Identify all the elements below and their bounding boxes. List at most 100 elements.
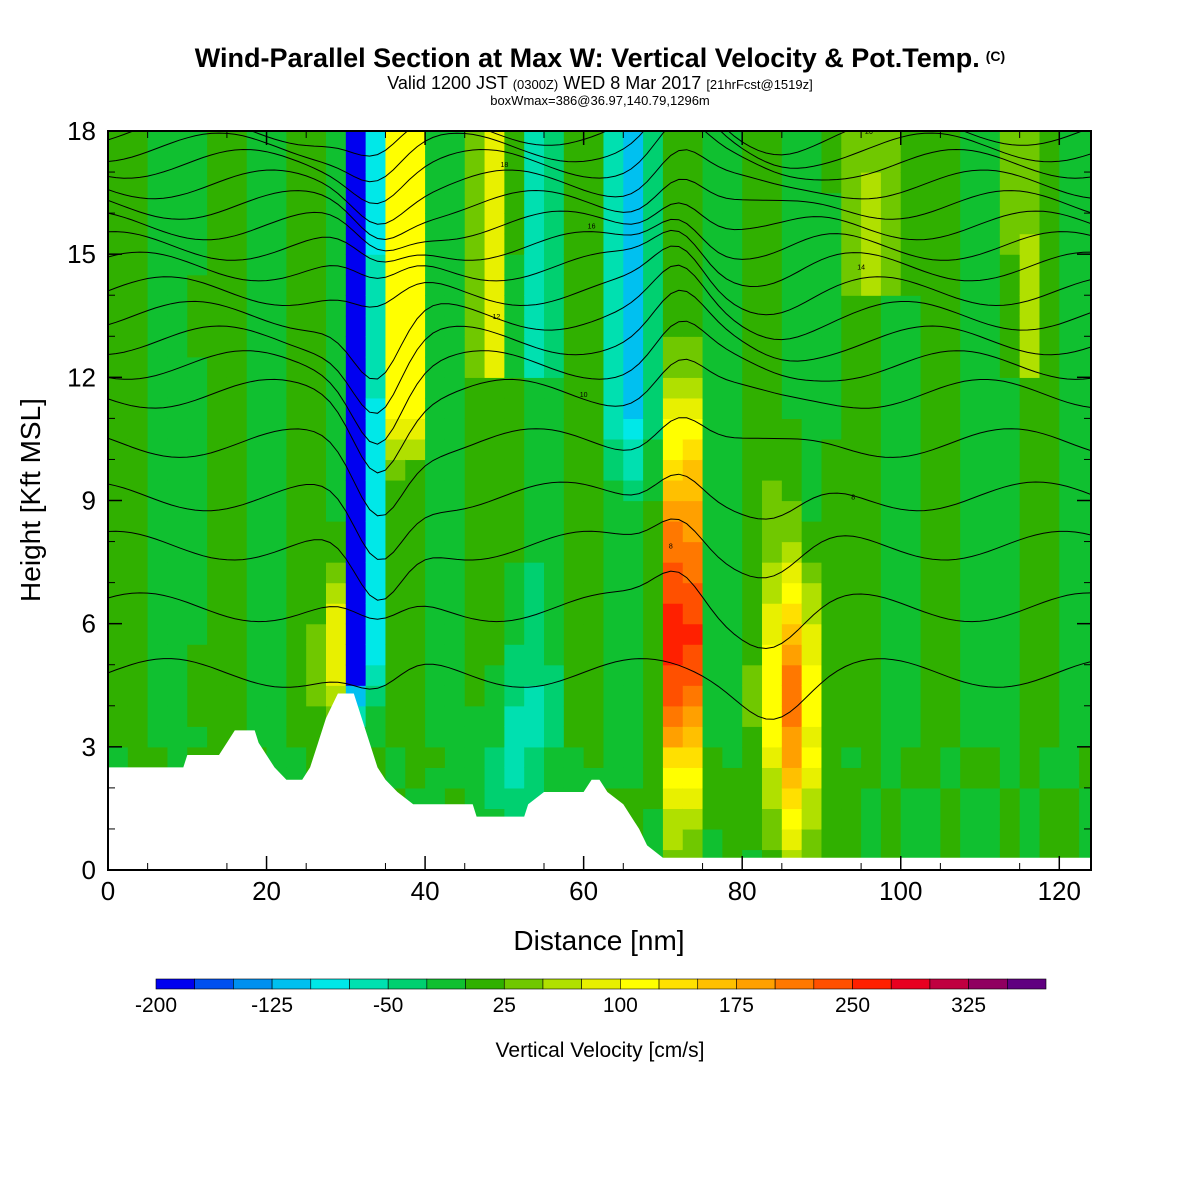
velocity-cell	[187, 726, 208, 748]
velocity-cell	[702, 131, 723, 153]
velocity-cell	[504, 521, 525, 543]
velocity-cell	[108, 151, 129, 173]
velocity-cell	[940, 254, 961, 276]
velocity-cell	[563, 644, 585, 666]
velocity-cell	[563, 603, 585, 625]
velocity-cell	[226, 459, 248, 481]
velocity-cell	[1019, 397, 1041, 419]
velocity-cell	[444, 192, 466, 214]
velocity-cell	[1059, 582, 1080, 604]
velocity-cell	[643, 172, 664, 194]
velocity-cell	[662, 726, 684, 748]
velocity-cell	[1059, 315, 1080, 337]
isentrope-label: 16	[588, 223, 596, 230]
isentrope-label: 12	[493, 314, 501, 321]
velocity-cell	[207, 295, 228, 317]
velocity-cell	[563, 521, 585, 543]
velocity-cell	[702, 192, 723, 214]
velocity-cell	[821, 500, 842, 522]
y-tick-label: 12	[67, 362, 96, 392]
velocity-cell	[682, 213, 704, 235]
velocity-cell	[484, 623, 505, 645]
velocity-cell	[662, 705, 684, 727]
velocity-cell	[583, 623, 605, 645]
velocity-cell	[781, 233, 803, 255]
velocity-cell	[623, 336, 644, 358]
velocity-cell	[662, 685, 684, 707]
velocity-cell	[742, 767, 763, 789]
velocity-cell	[147, 582, 169, 604]
velocity-cell	[385, 541, 406, 563]
velocity-cell	[563, 377, 585, 399]
velocity-cell	[484, 582, 505, 604]
velocity-cell	[286, 151, 307, 173]
velocity-cell	[326, 582, 347, 604]
velocity-cell	[1039, 685, 1060, 707]
velocity-cell	[167, 582, 188, 604]
velocity-cell	[762, 315, 783, 337]
velocity-cell	[722, 521, 743, 543]
velocity-cell	[425, 151, 446, 173]
velocity-cell	[544, 705, 565, 727]
velocity-cell	[345, 131, 367, 153]
velocity-cell	[226, 151, 248, 173]
velocity-cell	[464, 767, 486, 789]
velocity-cell	[940, 274, 961, 296]
velocity-cell	[405, 254, 426, 276]
velocity-cell	[841, 808, 862, 830]
velocity-cell	[662, 541, 684, 563]
velocity-cell	[722, 726, 743, 748]
velocity-cell	[207, 562, 228, 584]
velocity-cell	[960, 459, 981, 481]
velocity-cell	[266, 438, 287, 461]
velocity-cell	[187, 254, 208, 276]
velocity-cell	[484, 479, 505, 502]
velocity-cell	[1059, 726, 1080, 748]
velocity-cell	[544, 274, 565, 296]
velocity-cell	[524, 131, 545, 153]
velocity-cell	[861, 644, 882, 666]
velocity-cell	[1079, 438, 1091, 461]
velocity-cell	[920, 500, 941, 522]
velocity-cell	[603, 295, 624, 317]
velocity-cell	[385, 623, 406, 645]
velocity-cell	[484, 603, 505, 625]
velocity-cell	[999, 131, 1021, 153]
velocity-cell	[1059, 356, 1080, 378]
velocity-cell	[425, 746, 446, 768]
velocity-cell	[841, 623, 862, 645]
velocity-cell	[861, 623, 882, 645]
velocity-cell	[643, 131, 664, 153]
velocity-cell	[147, 274, 169, 296]
velocity-cell	[345, 664, 367, 686]
velocity-cell	[801, 315, 823, 337]
velocity-cell	[345, 418, 367, 440]
velocity-cell	[742, 397, 763, 419]
velocity-cell	[900, 664, 922, 686]
colorbar-swatch	[194, 978, 234, 990]
velocity-cell	[1019, 705, 1041, 727]
velocity-cell	[444, 500, 466, 522]
velocity-cell	[980, 541, 1001, 563]
colorbar-swatch	[697, 978, 737, 990]
velocity-cell	[365, 459, 387, 481]
terrain-fill	[108, 693, 1091, 870]
velocity-cell	[900, 787, 922, 810]
velocity-cell	[900, 479, 922, 502]
velocity-cell	[643, 582, 664, 604]
velocity-cell	[464, 459, 486, 481]
velocity-cell	[940, 151, 961, 173]
velocity-cell	[425, 315, 446, 337]
velocity-cell	[762, 767, 783, 789]
velocity-cell	[999, 562, 1021, 584]
velocity-cell	[1019, 254, 1041, 276]
velocity-cell	[326, 418, 347, 440]
velocity-cell	[880, 336, 902, 358]
velocity-cell	[900, 562, 922, 584]
colorbar-swatch	[581, 978, 621, 990]
velocity-cell	[682, 479, 704, 502]
velocity-cell	[1039, 500, 1060, 522]
velocity-cell	[920, 377, 941, 399]
velocity-cell	[246, 295, 268, 317]
velocity-cell	[999, 582, 1021, 604]
